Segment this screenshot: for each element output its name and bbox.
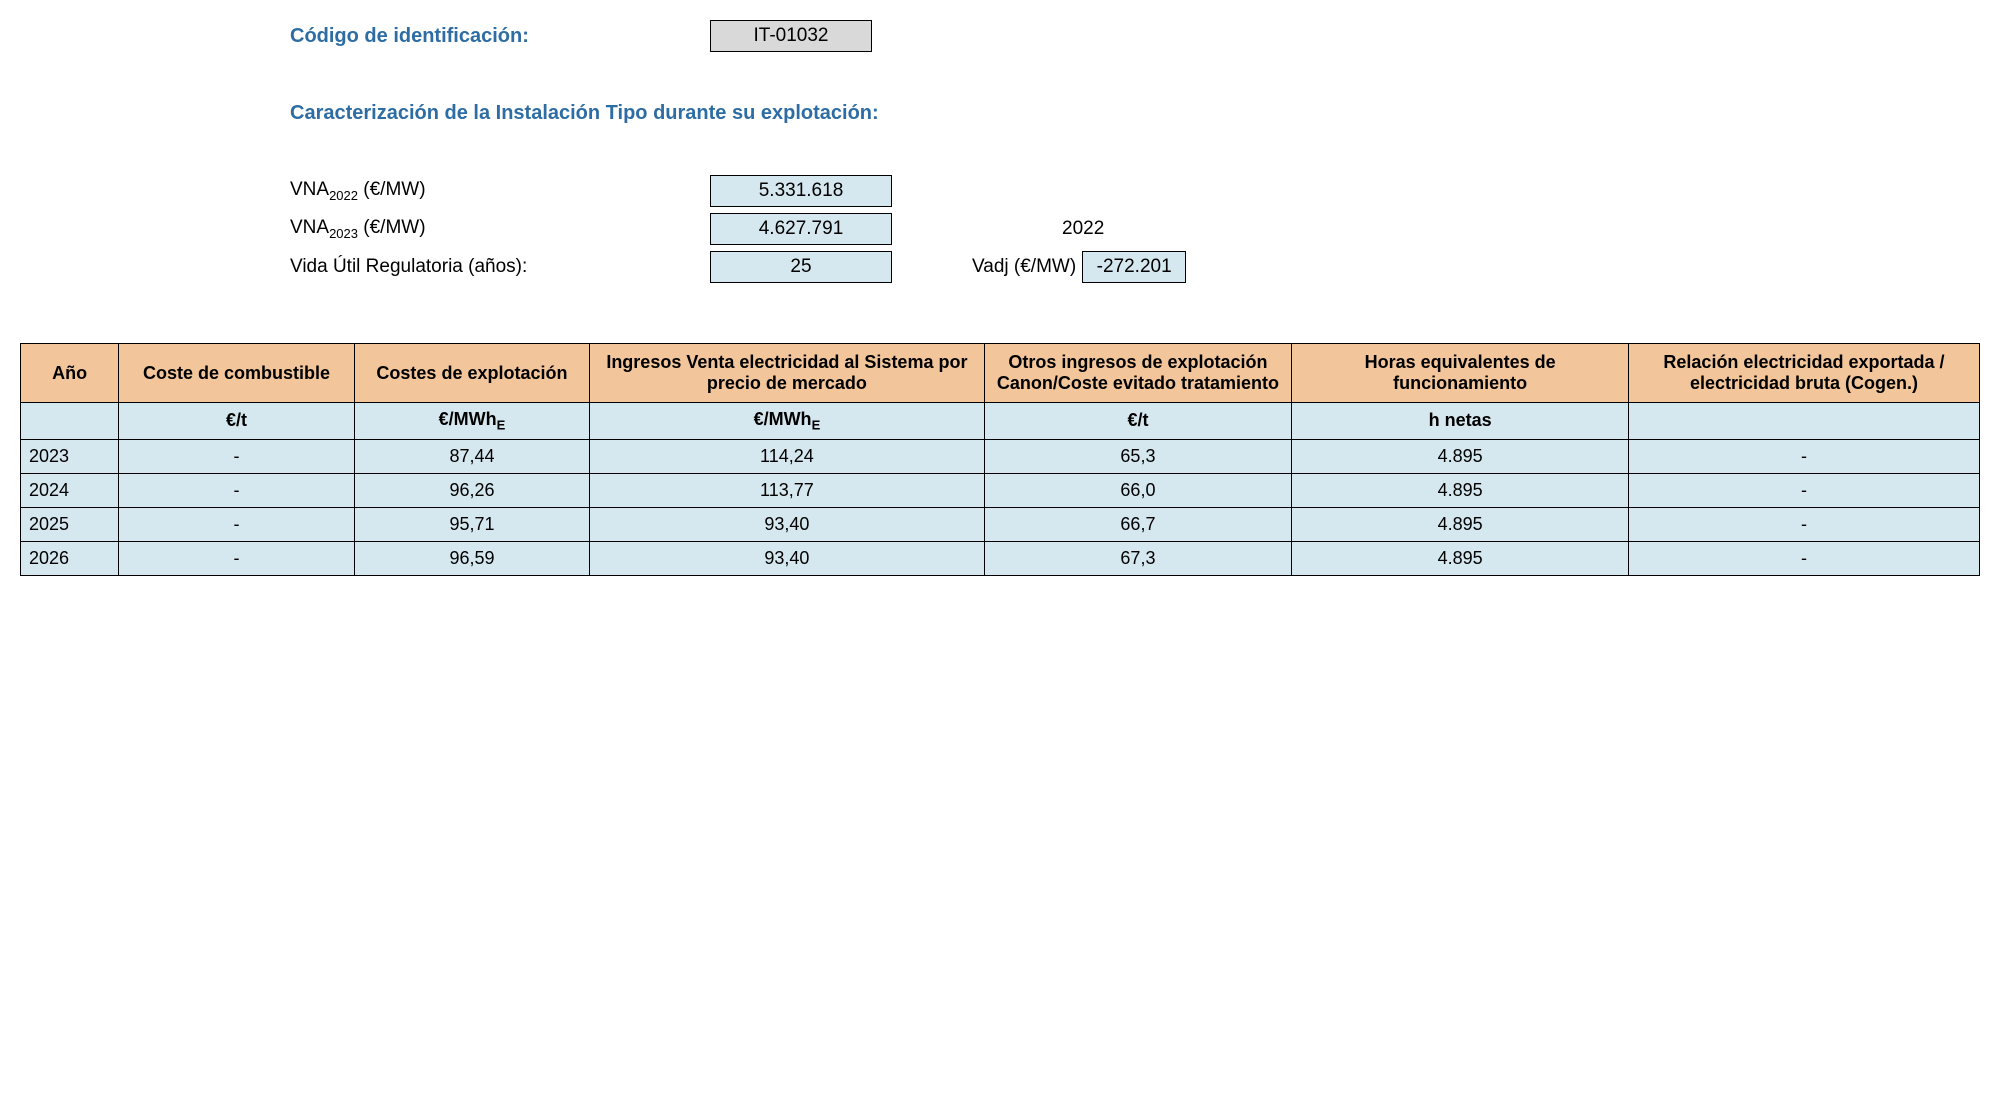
cell-value: 96,59 [354, 541, 589, 575]
vna2023-value: 4.627.791 [710, 213, 892, 245]
year-right: 2022 [1062, 218, 1104, 240]
cell-value: 113,77 [590, 473, 984, 507]
codigo-label: Código de identificación: [290, 25, 710, 48]
cell-value: - [1628, 473, 1979, 507]
cell-value: - [119, 541, 354, 575]
vna2022-post: (€/MW) [358, 179, 426, 200]
unit-expl-sub: E [497, 418, 506, 433]
vida-row: Vida Útil Regulatoria (años): 25 Vadj (€… [290, 251, 1980, 283]
vna2023-pre: VNA [290, 217, 329, 238]
units-row: €/t €/MWhE €/MWhE €/t h netas [21, 403, 1980, 440]
table-row: 2024-96,26113,7766,04.895- [21, 473, 1980, 507]
unit-ing: €/MWhE [590, 403, 984, 440]
vna2022-sub: 2022 [329, 188, 358, 203]
unit-expl-pre: €/MWh [439, 409, 497, 429]
cell-value: 95,71 [354, 507, 589, 541]
vna2023-post: (€/MW) [358, 217, 426, 238]
codigo-row: Código de identificación: IT-01032 [290, 20, 1980, 52]
th-ano: Año [21, 344, 119, 403]
table-row: 2023-87,44114,2465,34.895- [21, 439, 1980, 473]
cell-value: - [119, 473, 354, 507]
vna2023-label: VNA2023 (€/MW) [290, 217, 710, 241]
cell-value: 93,40 [590, 541, 984, 575]
cell-value: - [119, 439, 354, 473]
table-body: €/t €/MWhE €/MWhE €/t h netas 2023-87,44… [21, 403, 1980, 576]
vna2022-value: 5.331.618 [710, 175, 892, 207]
cell-value: 65,3 [984, 439, 1292, 473]
vida-value: 25 [710, 251, 892, 283]
vadj-label: Vadj (€/MW) [972, 256, 1076, 278]
cell-value: - [119, 507, 354, 541]
header-row: Año Coste de combustible Costes de explo… [21, 344, 1980, 403]
cell-value: 4.895 [1292, 473, 1629, 507]
unit-rel [1628, 403, 1979, 440]
cell-value: 67,3 [984, 541, 1292, 575]
cell-value: - [1628, 439, 1979, 473]
table-row: 2025-95,7193,4066,74.895- [21, 507, 1980, 541]
unit-comb: €/t [119, 403, 354, 440]
header-section: Código de identificación: IT-01032 Carac… [290, 20, 1980, 283]
vadj-value: -272.201 [1082, 251, 1186, 283]
unit-ano [21, 403, 119, 440]
cell-value: - [1628, 507, 1979, 541]
cell-value: - [1628, 541, 1979, 575]
cell-value: 4.895 [1292, 541, 1629, 575]
th-otros: Otros ingresos de explotación Canon/Cost… [984, 344, 1292, 403]
th-horas: Horas equivalentes de funcionamiento [1292, 344, 1629, 403]
cell-value: 66,0 [984, 473, 1292, 507]
unit-expl: €/MWhE [354, 403, 589, 440]
unit-otros: €/t [984, 403, 1292, 440]
vna2022-row: VNA2022 (€/MW) 5.331.618 [290, 175, 1980, 207]
vna2023-sub: 2023 [329, 226, 358, 241]
th-ing: Ingresos Venta electricidad al Sistema p… [590, 344, 984, 403]
table-row: 2026-96,5993,4067,34.895- [21, 541, 1980, 575]
cell-value: 96,26 [354, 473, 589, 507]
vna2022-pre: VNA [290, 179, 329, 200]
cell-value: 4.895 [1292, 439, 1629, 473]
cell-value: 93,40 [590, 507, 984, 541]
vna2022-label: VNA2022 (€/MW) [290, 179, 710, 203]
vna2023-row: VNA2023 (€/MW) 4.627.791 2022 [290, 213, 1980, 245]
vida-label: Vida Útil Regulatoria (años): [290, 256, 710, 278]
unit-horas: h netas [1292, 403, 1629, 440]
data-table: Año Coste de combustible Costes de explo… [20, 343, 1980, 576]
cell-year: 2023 [21, 439, 119, 473]
cell-value: 87,44 [354, 439, 589, 473]
cell-value: 4.895 [1292, 507, 1629, 541]
table-head: Año Coste de combustible Costes de explo… [21, 344, 1980, 403]
unit-ing-pre: €/MWh [754, 409, 812, 429]
th-comb: Coste de combustible [119, 344, 354, 403]
cell-year: 2025 [21, 507, 119, 541]
cell-year: 2026 [21, 541, 119, 575]
th-rel: Relación electricidad exportada / electr… [1628, 344, 1979, 403]
unit-ing-sub: E [812, 418, 821, 433]
cell-value: 114,24 [590, 439, 984, 473]
codigo-value: IT-01032 [710, 20, 872, 52]
cell-value: 66,7 [984, 507, 1292, 541]
cell-year: 2024 [21, 473, 119, 507]
section-title: Caracterización de la Instalación Tipo d… [290, 102, 1980, 125]
th-expl: Costes de explotación [354, 344, 589, 403]
